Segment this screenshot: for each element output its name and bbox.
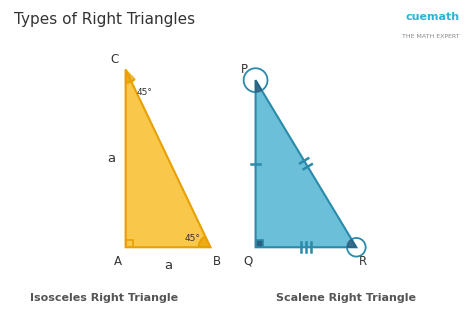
- Text: B: B: [213, 255, 221, 268]
- Polygon shape: [199, 236, 210, 247]
- Text: cuemath: cuemath: [406, 12, 460, 22]
- Text: THE MATH EXPERT: THE MATH EXPERT: [402, 34, 460, 39]
- Bar: [126, 240, 133, 247]
- Text: 45°: 45°: [136, 88, 152, 97]
- Text: A: A: [114, 255, 122, 268]
- Polygon shape: [126, 70, 210, 247]
- Text: a: a: [164, 259, 172, 272]
- Polygon shape: [347, 239, 356, 247]
- Text: C: C: [110, 53, 118, 66]
- Text: Scalene Right Triangle: Scalene Right Triangle: [276, 293, 416, 303]
- Bar: [255, 240, 263, 247]
- Polygon shape: [255, 80, 356, 247]
- Text: 45°: 45°: [184, 234, 201, 243]
- Text: P: P: [241, 63, 248, 76]
- Text: Q: Q: [244, 255, 253, 268]
- Text: a: a: [107, 152, 115, 165]
- Polygon shape: [126, 70, 135, 83]
- Text: Types of Right Triangles: Types of Right Triangles: [14, 12, 195, 27]
- Polygon shape: [255, 80, 262, 92]
- Text: R: R: [359, 255, 367, 268]
- Text: Isosceles Right Triangle: Isosceles Right Triangle: [30, 293, 178, 303]
